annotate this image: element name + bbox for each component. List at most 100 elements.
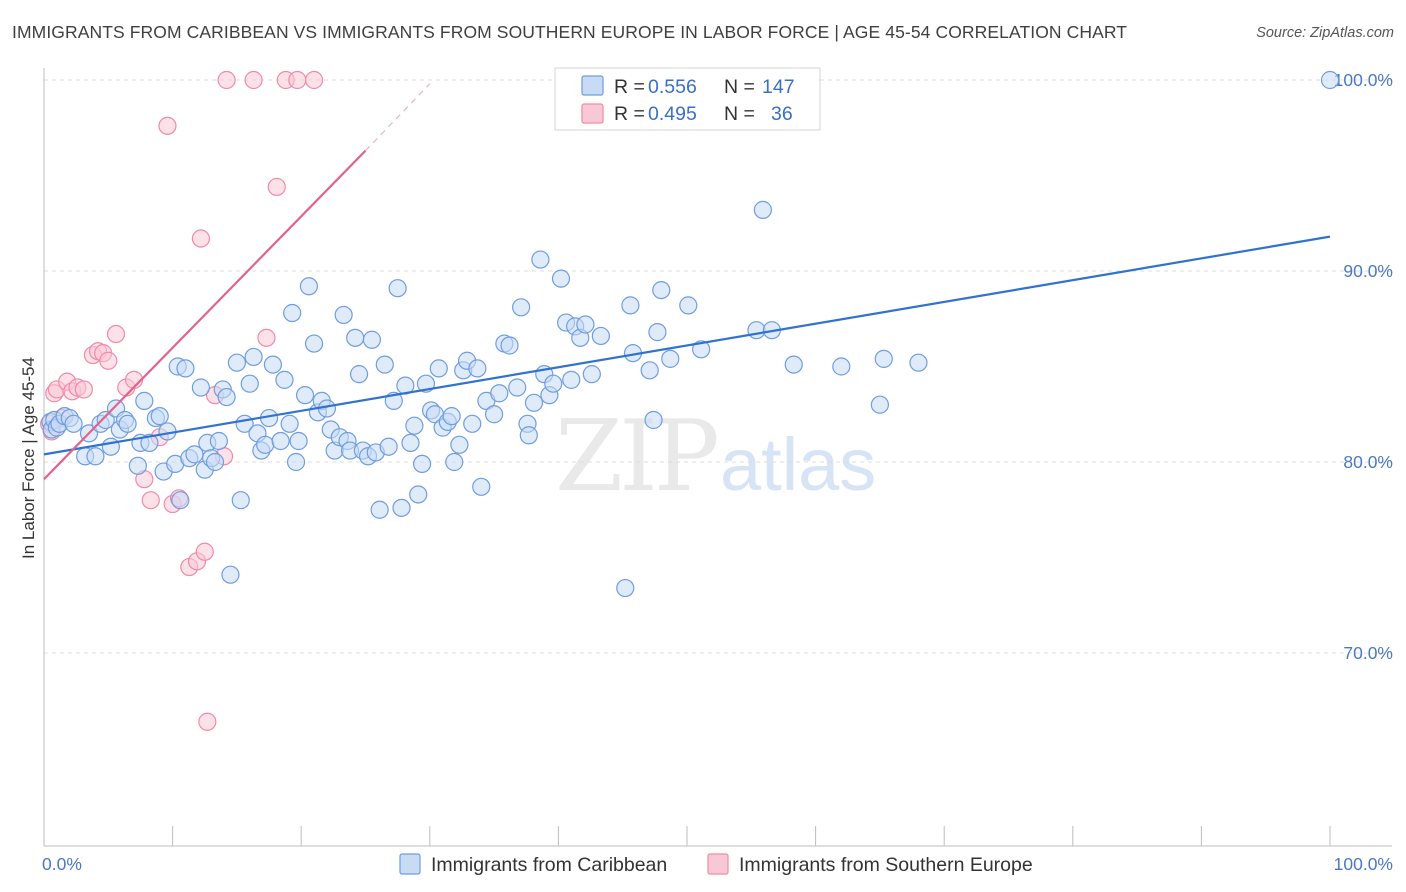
caribbean-point bbox=[379, 437, 398, 456]
southern-europe-trend-extension bbox=[365, 83, 431, 152]
caribbean-point bbox=[508, 378, 527, 397]
caribbean-point bbox=[388, 279, 407, 298]
southern-europe-point bbox=[244, 70, 263, 90]
caribbean-point bbox=[256, 435, 275, 454]
caribbean-point bbox=[442, 407, 461, 426]
bottom-legend-swatch-southern-europe bbox=[707, 853, 729, 875]
caribbean-point bbox=[562, 370, 581, 389]
southern-europe-point bbox=[288, 70, 307, 90]
caribbean-point bbox=[244, 347, 263, 367]
caribbean-point bbox=[409, 485, 428, 504]
caribbean-point bbox=[150, 407, 169, 426]
source-attribution: Source: ZipAtlas.com bbox=[1256, 25, 1394, 41]
southern-europe-trend-line bbox=[43, 149, 367, 480]
caribbean-point bbox=[96, 410, 115, 430]
y-tick-label: 80.0% bbox=[1343, 452, 1393, 472]
caribbean-point bbox=[747, 321, 766, 340]
caribbean-point bbox=[445, 452, 464, 472]
caribbean-point bbox=[874, 349, 893, 368]
bottom-legend-label-caribbean: Immigrants from Caribbean bbox=[431, 854, 667, 876]
caribbean-point bbox=[370, 500, 389, 519]
caribbean-point bbox=[299, 277, 319, 296]
legend-swatch-caribbean bbox=[581, 75, 604, 96]
bottom-legend-swatch-caribbean bbox=[399, 853, 421, 875]
caribbean-point bbox=[392, 498, 411, 517]
caribbean-point bbox=[86, 447, 105, 466]
axes bbox=[43, 68, 1392, 847]
caribbean-point bbox=[832, 357, 851, 376]
legend-r-value-southern-europe: 0.495 bbox=[648, 103, 697, 125]
caribbean-point bbox=[140, 433, 159, 452]
series-legend: Immigrants from Caribbean Immigrants fro… bbox=[399, 853, 1033, 876]
caribbean-point bbox=[349, 365, 369, 384]
bottom-legend-label-southern-europe: Immigrants from Southern Europe bbox=[739, 854, 1033, 876]
legend-n-value-southern-europe: 36 bbox=[771, 103, 793, 125]
caribbean-point bbox=[209, 431, 228, 451]
caribbean-point bbox=[621, 296, 640, 315]
caribbean-point bbox=[692, 340, 711, 359]
caribbean-point bbox=[289, 431, 308, 451]
caribbean-point bbox=[128, 456, 147, 475]
y-tick-label: 90.0% bbox=[1343, 261, 1393, 281]
caribbean-point bbox=[784, 355, 803, 374]
chart-title: IMMIGRANTS FROM CARIBBEAN VS IMMIGRANTS … bbox=[12, 22, 1128, 42]
caribbean-point bbox=[176, 359, 195, 378]
caribbean-point bbox=[544, 374, 563, 393]
caribbean-point bbox=[652, 281, 671, 300]
caribbean-point bbox=[591, 326, 610, 346]
caribbean-point bbox=[205, 452, 225, 472]
caribbean-point bbox=[362, 330, 382, 349]
caribbean-point bbox=[429, 359, 448, 378]
caribbean-point bbox=[240, 374, 259, 393]
caribbean-point bbox=[401, 433, 420, 452]
caribbean-point bbox=[640, 361, 659, 380]
caribbean-point bbox=[551, 269, 571, 288]
gridlines bbox=[44, 79, 1392, 654]
caribbean-point bbox=[118, 414, 137, 433]
southern-europe-point bbox=[99, 351, 118, 370]
legend-r-value-caribbean: 0.556 bbox=[648, 76, 697, 98]
legend-r-label-southern-europe: R = bbox=[614, 103, 645, 125]
x-tick-label: 0.0% bbox=[42, 854, 82, 874]
caribbean-point bbox=[500, 336, 519, 355]
caribbean-point bbox=[231, 491, 250, 510]
caribbean-point bbox=[334, 305, 353, 325]
caribbean-point bbox=[576, 315, 595, 334]
caribbean-point bbox=[661, 349, 680, 368]
caribbean-point bbox=[283, 303, 302, 323]
caribbean-point bbox=[582, 365, 601, 384]
southern-europe-point bbox=[267, 177, 286, 197]
caribbean-point bbox=[271, 431, 290, 451]
y-tick-label: 100.0% bbox=[1334, 70, 1393, 90]
caribbean-point bbox=[304, 334, 324, 353]
southern-europe-point bbox=[257, 328, 276, 347]
southern-europe-point bbox=[141, 491, 160, 510]
watermark-zip: ZIP bbox=[555, 400, 717, 514]
caribbean-point bbox=[275, 370, 294, 389]
caribbean-point bbox=[472, 477, 491, 496]
y-axis-label: In Labor Force | Age 45-54 bbox=[19, 357, 38, 559]
caribbean-trend-line bbox=[43, 235, 1331, 456]
series-southern-europe-points bbox=[40, 70, 324, 731]
caribbean-point bbox=[263, 355, 283, 374]
caribbean-point bbox=[64, 414, 83, 433]
southern-europe-point bbox=[74, 380, 93, 399]
trend-lines bbox=[43, 83, 1331, 480]
caribbean-point bbox=[648, 323, 667, 342]
series-caribbean-points bbox=[41, 70, 1340, 598]
southern-europe-point bbox=[158, 116, 177, 135]
southern-europe-point bbox=[191, 229, 210, 248]
caribbean-point bbox=[909, 353, 928, 372]
legend-n-value-caribbean: 147 bbox=[762, 76, 795, 98]
correlation-legend: R = 0.556 N = 147 R = 0.495 N = 36 bbox=[554, 67, 821, 131]
caribbean-point bbox=[171, 491, 190, 510]
y-axis-tick-labels: 70.0% 80.0% 90.0% 100.0% bbox=[1334, 70, 1393, 663]
x-tick-label: 100.0% bbox=[1334, 854, 1393, 874]
caribbean-point bbox=[295, 386, 315, 405]
caribbean-point bbox=[375, 355, 394, 374]
legend-r-label-caribbean: R = bbox=[614, 76, 645, 98]
caribbean-point bbox=[463, 414, 482, 433]
caribbean-point bbox=[519, 426, 538, 445]
caribbean-point bbox=[468, 359, 487, 378]
caribbean-point bbox=[490, 384, 509, 403]
